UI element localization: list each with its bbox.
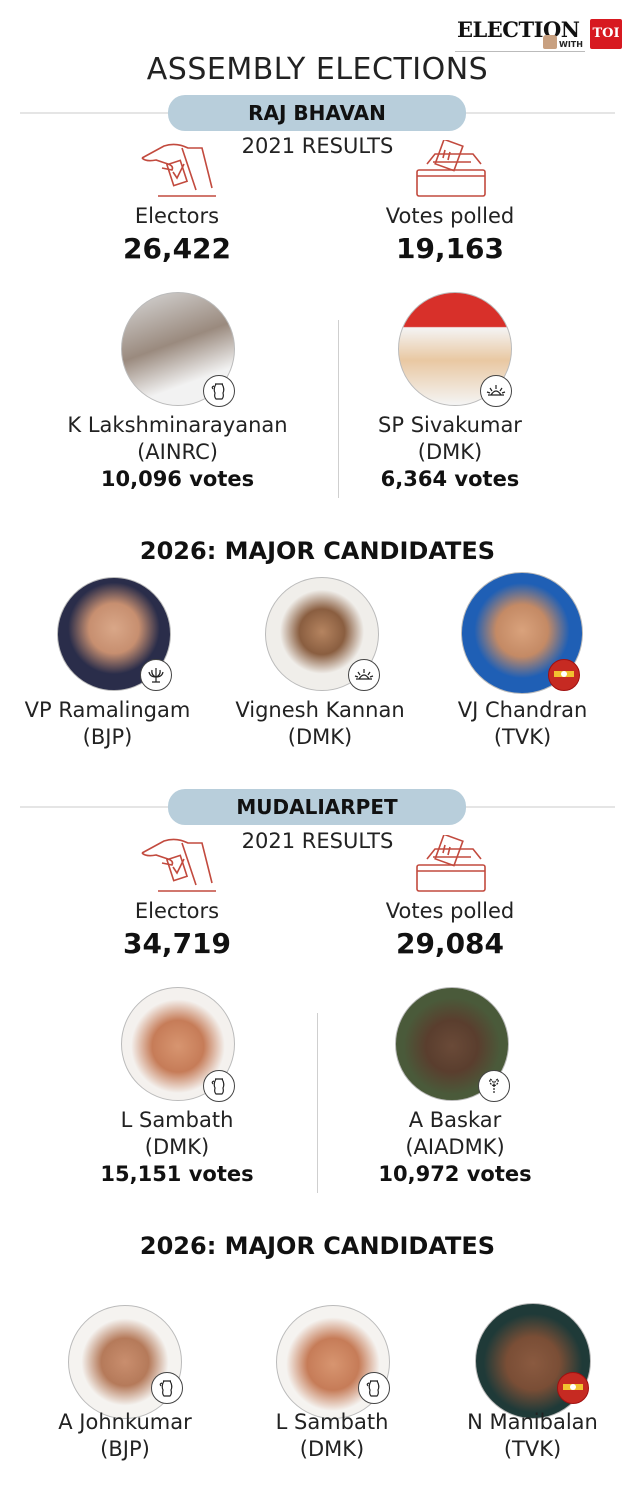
election-with-toi-logo: ELECTION WITH TOI [455, 15, 625, 53]
results-label: 2021 RESULTS [241, 829, 394, 853]
logo-election-text: ELECTION [457, 17, 580, 42]
rising-sun-symbol-icon [480, 375, 512, 407]
candidate-name: VJ Chandran [457, 698, 588, 722]
logo-underline [455, 51, 585, 52]
candidate-name: A Baskar [408, 1108, 502, 1132]
candidate-party: (BJP) [82, 725, 133, 749]
pot-symbol-icon [358, 1372, 390, 1404]
tvk-symbol-icon [557, 1372, 589, 1404]
candidate-name: SP Sivakumar [378, 413, 522, 437]
logo-toi-badge: TOI [590, 19, 622, 49]
pot-symbol-icon [151, 1372, 183, 1404]
candidate-votes: 6,364 votes [380, 467, 520, 491]
candidate-name: K Lakshminarayanan [67, 413, 288, 437]
electors-value: 34,719 [122, 927, 232, 960]
candidate-votes: 10,096 votes [100, 467, 255, 491]
candidate-name: L Sambath [275, 1410, 389, 1434]
page-title: ASSEMBLY ELECTIONS [146, 52, 489, 87]
votes-polled-value: 29,084 [395, 927, 505, 960]
candidate-party: (TVK) [503, 1437, 562, 1461]
pot-symbol-icon [203, 375, 235, 407]
electors-value: 26,422 [122, 232, 232, 265]
candidate-party: (BJP) [100, 1437, 150, 1461]
results-label: 2021 RESULTS [241, 134, 394, 158]
candidate-party: (DMK) [144, 1135, 210, 1159]
candidate-name: N Manibalan [467, 1410, 598, 1434]
voting-hand-icon [543, 35, 557, 49]
rising-sun-symbol-icon [348, 659, 380, 691]
logo-with-text: WITH [559, 40, 583, 49]
candidate-name: VP Ramalingam [24, 698, 191, 722]
candidate-name: A Johnkumar [58, 1410, 192, 1434]
votes-polled-value: 19,163 [395, 232, 505, 265]
ballot-box-icon [413, 833, 489, 899]
ballot-hand-icon [136, 833, 218, 899]
ballot-box-icon [413, 138, 489, 204]
candidate-name: L Sambath [120, 1108, 234, 1132]
ballot-hand-icon [136, 138, 218, 204]
candidate-name: Vignesh Kannan (DMK) [235, 698, 405, 749]
electors-label: Electors [134, 204, 220, 228]
candidate-party: (AIADMK) [405, 1135, 505, 1159]
tvk-symbol-icon [548, 659, 580, 691]
votes-polled-label: Votes polled [385, 899, 515, 923]
major-candidates-title: 2026: MAJOR CANDIDATES [139, 537, 496, 565]
constituency-pill-raj-bhavan: RAJ BHAVAN [168, 95, 466, 131]
candidate-votes: 10,972 votes [378, 1162, 532, 1186]
candidate-votes: 15,151 votes [100, 1162, 254, 1186]
lotus-symbol-icon [140, 659, 172, 691]
electors-label: Electors [134, 899, 220, 923]
votes-polled-label: Votes polled [385, 204, 515, 228]
candidate-party: (DMK) [299, 1437, 365, 1461]
vertical-divider [338, 320, 339, 498]
major-candidates-title: 2026: MAJOR CANDIDATES [139, 1232, 496, 1260]
two-leaves-symbol-icon [478, 1070, 510, 1102]
vertical-divider [317, 1013, 318, 1193]
constituency-pill-mudaliarpet: MUDALIARPET [168, 789, 466, 825]
candidate-party: (DMK) [417, 440, 483, 464]
candidate-party: (TVK) [493, 725, 552, 749]
pot-symbol-icon [203, 1070, 235, 1102]
candidate-party: (AINRC) [137, 440, 218, 464]
